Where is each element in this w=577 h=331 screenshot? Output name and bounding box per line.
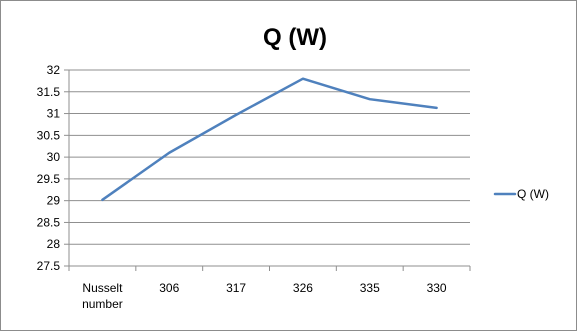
y-tick-label: 28 [47,237,61,251]
x-tick-label: 317 [226,281,246,295]
x-tick-label: 330 [427,281,447,295]
chart-title: Q (W) [263,24,327,51]
data-point [101,199,103,201]
legend-label: Q (W) [517,187,549,201]
y-tick-label: 27.5 [37,259,61,273]
y-tick-label: 30.5 [37,128,61,142]
y-tick-label: 31 [47,107,61,121]
x-axis-tick-labels: Nusselt number 306 317 326 335 330 [82,281,447,311]
data-point [302,78,304,80]
data-point [168,152,170,154]
y-tick-label: 30 [47,150,61,164]
gridlines [69,69,470,267]
y-tick-label: 31.5 [37,85,61,99]
y-tick-label: 32 [47,63,61,77]
y-tick-label: 29.5 [37,172,61,186]
legend: Q (W) [493,187,549,201]
y-tick-label: 29 [47,194,61,208]
x-tick-label: 326 [293,281,313,295]
x-tick-label: Nusselt number [82,281,123,311]
series-line [101,77,438,202]
axes [64,69,471,271]
data-point [235,114,237,116]
x-tick-label: 335 [360,281,380,295]
y-axis-tick-labels: 27.5 28 28.5 29 29.5 30 30.5 31 31.5 32 [37,63,61,273]
series-layer [101,77,438,202]
y-tick-label: 28.5 [37,215,61,229]
data-point [369,98,371,100]
x-tick-label: 306 [159,281,179,295]
data-point [435,107,437,109]
